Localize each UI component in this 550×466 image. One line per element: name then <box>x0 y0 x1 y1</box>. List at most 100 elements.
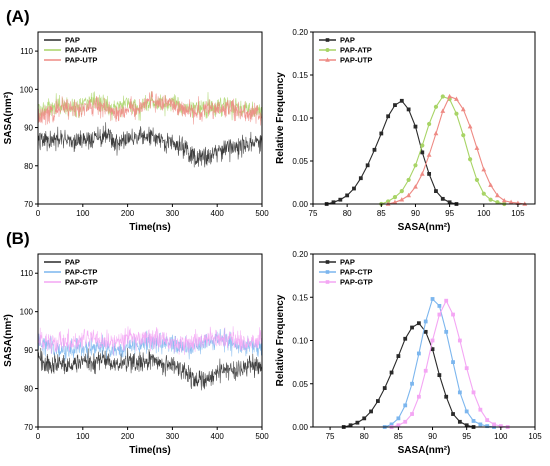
data-point-pap-gtp <box>471 390 476 395</box>
legend-label-pap-atp: PAP-ATP <box>340 46 372 55</box>
x-tick-label: 400 <box>211 432 225 441</box>
legend-label-pap: PAP <box>65 36 80 45</box>
data-point-pap-atp <box>468 157 473 162</box>
data-point-pap-utp <box>508 199 514 205</box>
data-point-pap-atp <box>481 191 486 196</box>
data-point-pap <box>440 196 445 201</box>
legend-label-pap-gtp: PAP-GTP <box>65 278 98 287</box>
data-point-pap <box>338 197 343 202</box>
data-point-pap <box>396 354 401 358</box>
data-point-pap <box>362 416 367 421</box>
data-point-pap-atp <box>474 177 480 183</box>
x-tick-label: 0 <box>36 209 41 218</box>
x-tick-label: 105 <box>528 432 542 441</box>
data-point-pap-ctp <box>444 329 449 334</box>
data-point-pap-gtp <box>451 312 455 317</box>
legend-label-pap-utp: PAP-UTP <box>340 56 372 65</box>
y-tick-label: 0.10 <box>292 337 308 346</box>
legend-label-pap-ctp: PAP-CTP <box>65 268 97 277</box>
legend-label-pap-ctp: PAP-CTP <box>340 268 372 277</box>
data-point-pap-gtp <box>485 418 490 422</box>
data-point-pap-ctp <box>430 297 435 301</box>
data-point-pap-utp <box>454 96 459 101</box>
data-point-pap-ctp <box>478 422 483 427</box>
y-tick-label: 110 <box>20 269 33 278</box>
y-axis-title: SASA(nm²) <box>3 92 14 145</box>
y-tick-label: 0.15 <box>292 293 308 302</box>
data-point-pap-gtp <box>478 407 483 412</box>
y-tick-label: 110 <box>20 47 33 56</box>
y-axis-title: Relative Frequency <box>275 72 286 164</box>
data-point-pap-ctp <box>457 390 462 395</box>
data-point-pap-atp <box>440 94 445 99</box>
chart-a-time-series: 0 100 200 300 400 500 70 80 90 100 110 Time(ns) SASA… <box>3 31 269 233</box>
legend-label-pap-gtp: PAP-GTP <box>340 278 373 287</box>
data-point-pap-gtp <box>464 366 469 371</box>
series-line-pap <box>37 347 263 391</box>
data-point-pap-utp <box>467 124 473 129</box>
y-axis-title: Relative Frequency <box>275 294 286 386</box>
series-line-pap-atp <box>37 91 263 122</box>
chart-a-distribution: 75 80 85 90 95 100 105 0.00 0.05 0.10 0.15 0.20 SASA… <box>275 28 536 233</box>
data-point-pap-ctp <box>403 403 408 408</box>
x-tick-label: 0 <box>36 432 41 441</box>
y-tick-label: 70 <box>24 200 33 209</box>
legend-label-pap: PAP <box>65 258 80 267</box>
data-point-pap <box>444 394 449 399</box>
y-tick-label: 0.15 <box>292 71 308 80</box>
data-point-pap-utp <box>419 171 425 176</box>
data-point-pap-utp <box>460 106 466 112</box>
x-tick-label: 95 <box>445 209 454 218</box>
x-tick-label: 100 <box>76 432 90 441</box>
data-point-pap <box>406 107 411 112</box>
data-point-pap <box>369 409 373 414</box>
plot-frame <box>37 31 263 205</box>
data-point-pap-ctp <box>464 409 469 414</box>
data-point-pap-atp <box>392 195 398 200</box>
x-tick-label: 100 <box>76 209 90 218</box>
data-point-pap-atp <box>433 104 439 109</box>
y-tick-label: 70 <box>24 423 33 432</box>
data-point-pap <box>464 423 469 428</box>
data-point-pap <box>399 98 404 103</box>
x-tick-label: 80 <box>343 209 352 218</box>
x-tick-label: 200 <box>121 432 135 441</box>
data-point-pap-utp <box>447 93 453 99</box>
data-point-pap-gtp <box>444 298 449 303</box>
data-point-pap-utp <box>440 108 446 113</box>
y-tick-label: 80 <box>24 385 33 394</box>
x-axis-title: Time(ns) <box>129 222 171 233</box>
chart-b-distribution: 75 80 85 90 95 100 105 0.00 0.05 0.10 0.15 0.20 SASA… <box>275 250 542 456</box>
x-tick-label: 300 <box>166 209 180 218</box>
legend-marker-pap-utp <box>325 57 330 62</box>
x-tick-label: 400 <box>211 209 225 218</box>
x-axis-title: SASA(nm²) <box>398 445 451 456</box>
panel-label-b: (B) <box>6 229 30 248</box>
x-axis-title: Time(ns) <box>129 445 171 456</box>
x-tick-label: 75 <box>309 209 318 218</box>
x-tick-label: 75 <box>326 432 335 441</box>
series-line-pap <box>343 322 474 428</box>
data-point-pap-atp <box>454 111 459 116</box>
y-tick-label: 0.00 <box>292 200 308 209</box>
data-point-pap <box>416 321 421 326</box>
data-point-pap-utp <box>481 167 487 172</box>
data-point-pap <box>427 172 432 176</box>
x-tick-label: 85 <box>394 432 403 441</box>
data-point-pap-ctp <box>485 424 490 429</box>
chart-b-time-series: 0 100 200 300 400 500 70 80 90 100 110 Time(ns) SASA… <box>3 253 269 456</box>
x-tick-label: 300 <box>166 432 180 441</box>
x-tick-label: 90 <box>411 209 420 218</box>
data-point-pap <box>386 114 391 119</box>
data-point-pap-atp <box>413 163 418 168</box>
data-point-pap <box>379 131 384 136</box>
data-point-pap <box>389 370 394 375</box>
data-point-pap-gtp <box>396 423 401 428</box>
series-line-pap <box>326 100 457 205</box>
y-tick-label: 0.05 <box>292 157 308 166</box>
data-point-pap <box>420 150 425 155</box>
x-tick-label: 90 <box>428 432 437 441</box>
data-point-pap <box>423 329 428 334</box>
legend-marker-pap-gtp <box>325 280 330 284</box>
